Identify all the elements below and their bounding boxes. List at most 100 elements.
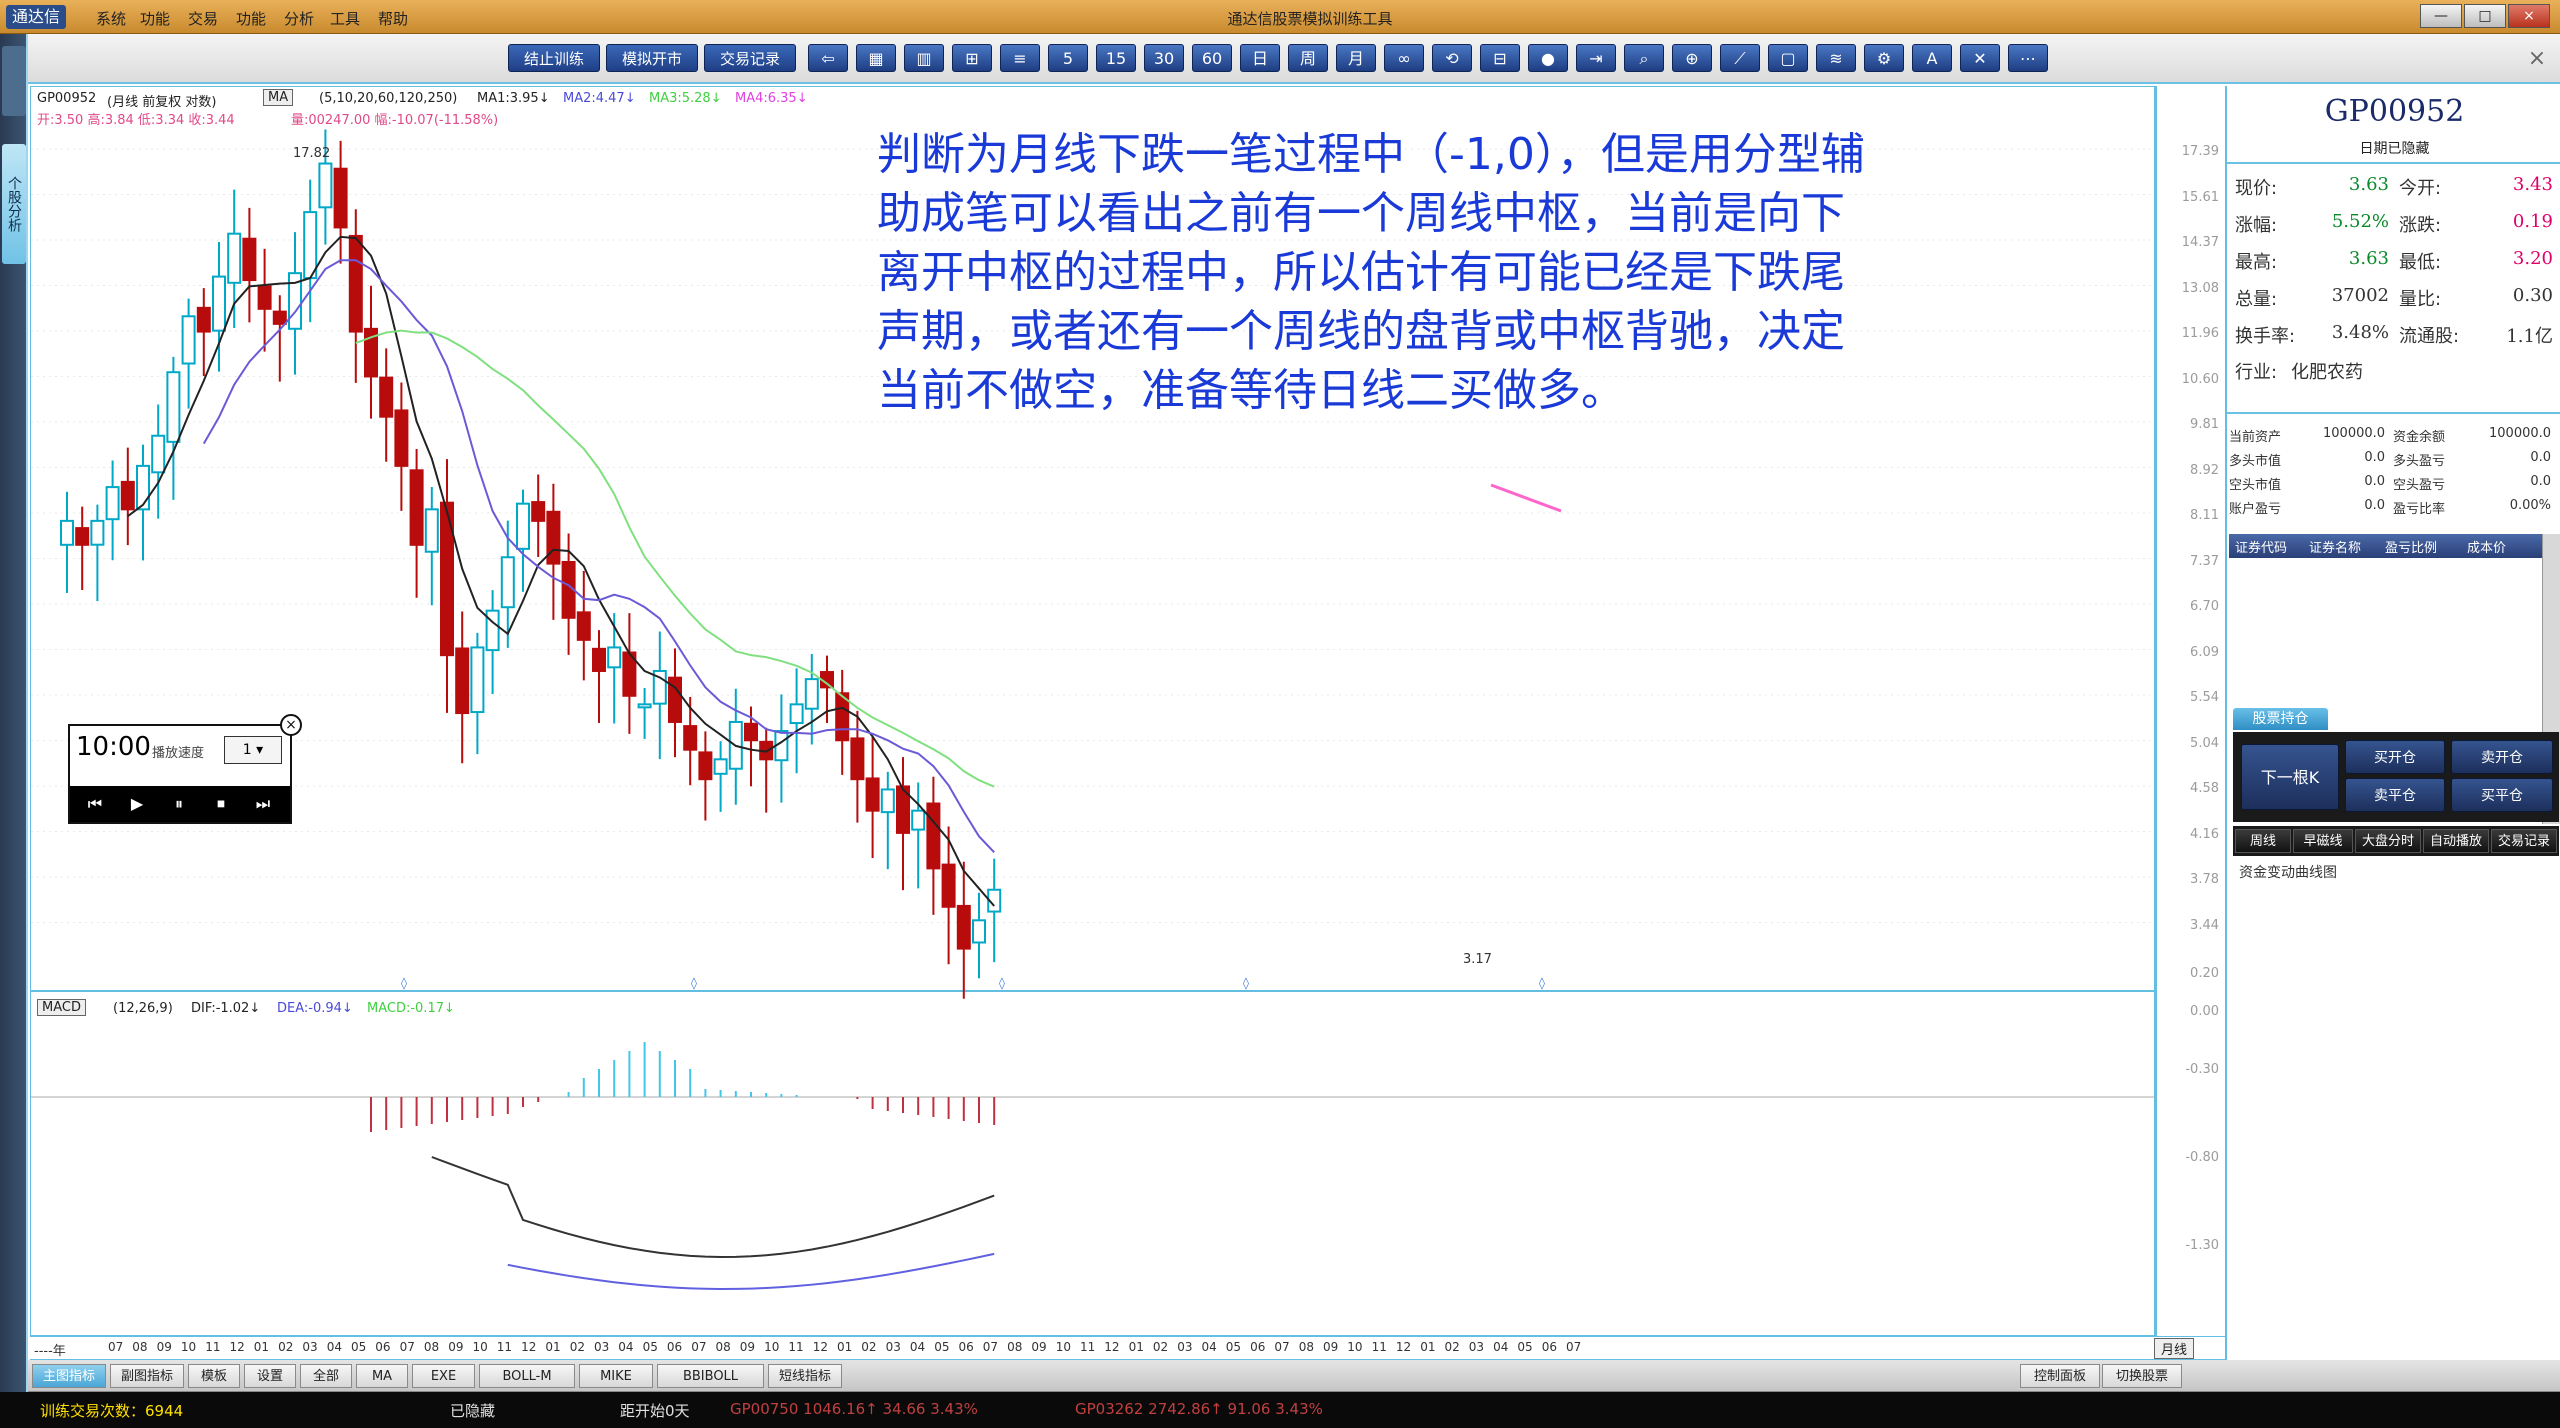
menu-analysis[interactable]: 分析 <box>284 10 315 28</box>
candle-body <box>242 237 257 282</box>
indicator-tab[interactable]: 设置 <box>244 1364 296 1388</box>
buy-close-button[interactable]: 买平仓 <box>2451 778 2553 812</box>
grid-icon[interactable]: ▦ <box>856 44 896 72</box>
next-bar-button[interactable]: 下一根K <box>2241 744 2339 810</box>
menu-system[interactable]: 系统 <box>96 10 127 28</box>
layout-icon[interactable]: ⊟ <box>1480 44 1520 72</box>
maximize-button[interactable]: □ <box>2464 4 2506 28</box>
period-5-icon[interactable]: 5 <box>1048 44 1088 72</box>
indicator-tab[interactable]: EXE <box>412 1364 475 1388</box>
tab-control-panel[interactable]: 控制面板 <box>2020 1364 2100 1388</box>
menu-trade[interactable]: 交易 <box>188 10 219 28</box>
menu-tools[interactable]: 工具 <box>330 10 361 28</box>
close-button[interactable]: × <box>2508 4 2550 28</box>
col-code[interactable]: 证券代码 <box>2235 541 2288 556</box>
tab-holdings[interactable]: 股票持仓 <box>2233 708 2328 730</box>
price-tick: 15.61 <box>2181 189 2219 205</box>
playback-close-icon[interactable]: × <box>280 714 302 736</box>
list-icon[interactable]: ≡ <box>1000 44 1040 72</box>
ma-indicator-select[interactable]: MA <box>263 89 294 106</box>
window-icon[interactable]: ▢ <box>1768 44 1808 72</box>
stop-training-button[interactable]: 结止训练 <box>508 44 600 72</box>
zoom-icon[interactable]: ⊕ <box>1672 44 1712 72</box>
kline-chart-panel[interactable]: GP00952 (月线 前复权 对数) MA (5,10,20,60,120,2… <box>30 86 2156 1337</box>
month-tick: 05 <box>934 1340 950 1354</box>
settings-icon[interactable]: ⚙ <box>1864 44 1904 72</box>
month-tick: 06 <box>375 1340 391 1354</box>
stack-icon[interactable]: ≋ <box>1816 44 1856 72</box>
period-60-icon[interactable]: 60 <box>1192 44 1232 72</box>
month-tick: 04 <box>326 1340 342 1354</box>
industry-label: 行业: <box>2235 362 2278 383</box>
tab-stock-analysis[interactable]: 个股分析 <box>2 144 26 264</box>
menu-function-2[interactable]: 功能 <box>236 10 267 28</box>
tab-weekly[interactable]: 周线 <box>2235 829 2291 853</box>
tab-autoplay[interactable]: 自动播放 <box>2423 829 2489 853</box>
day-icon[interactable]: 日 <box>1240 44 1280 72</box>
search-icon[interactable]: ⌕ <box>1624 44 1664 72</box>
draw-line-icon[interactable]: ⟋ <box>1720 44 1760 72</box>
period-30-icon[interactable]: 30 <box>1144 44 1184 72</box>
col-pnl-ratio[interactable]: 盈亏比例 <box>2385 541 2438 556</box>
more-icon[interactable]: ⋯ <box>2008 44 2048 72</box>
tab-early[interactable]: 早磁线 <box>2293 829 2353 853</box>
table-icon[interactable]: ⊞ <box>952 44 992 72</box>
pause-icon[interactable]: ⏸ <box>174 794 183 813</box>
menu-function[interactable]: 功能 <box>140 10 171 28</box>
indicator-tab[interactable]: MA <box>356 1364 408 1388</box>
record-icon[interactable]: ● <box>1528 44 1568 72</box>
indicator-tab[interactable]: 短线指标 <box>768 1364 842 1388</box>
minimize-button[interactable]: — <box>2420 4 2462 28</box>
refresh-icon[interactable]: ⟲ <box>1432 44 1472 72</box>
account-label: 多头盈亏 <box>2393 454 2446 469</box>
indicator-tab[interactable]: BOLL-M <box>479 1364 575 1388</box>
cross-icon[interactable]: ✕ <box>1960 44 2000 72</box>
toolbar-close-icon[interactable]: × <box>2527 46 2547 71</box>
month-icon[interactable]: 月 <box>1336 44 1376 72</box>
playback-speed-select[interactable]: 1 ▾ <box>224 736 282 764</box>
col-name[interactable]: 证券名称 <box>2309 541 2362 556</box>
week-icon[interactable]: 周 <box>1288 44 1328 72</box>
quote-value: 37002 <box>2331 285 2389 306</box>
skip-back-icon[interactable]: ⏮ <box>87 794 103 813</box>
sell-open-button[interactable]: 卖开仓 <box>2451 740 2553 774</box>
period-select[interactable]: 月线 <box>2154 1338 2195 1359</box>
indicator-tab[interactable]: BBIBOLL <box>657 1364 764 1388</box>
macd-indicator-select[interactable]: MACD <box>37 999 86 1016</box>
month-tick: 04 <box>618 1340 634 1354</box>
month-tick: 10 <box>1055 1340 1071 1354</box>
ma3-label: MA3:5.28↓ <box>649 91 722 106</box>
stop-icon[interactable]: ⏹ <box>216 794 225 813</box>
trade-records-button[interactable]: 交易记录 <box>704 44 796 72</box>
play-icon[interactable]: ▶ <box>130 794 144 813</box>
tab-index-intraday[interactable]: 大盘分时 <box>2355 829 2421 853</box>
tab-switch-stock[interactable]: 切换股票 <box>2102 1364 2182 1388</box>
sell-close-button[interactable]: 卖平仓 <box>2345 778 2445 812</box>
indicator-tab[interactable]: 主图指标 <box>32 1364 106 1388</box>
tab-trade-log[interactable]: 交易记录 <box>2491 829 2557 853</box>
text-icon[interactable]: A <box>1912 44 1952 72</box>
split-icon[interactable]: ▥ <box>904 44 944 72</box>
quote-row: 换手率: 3.48% 流通股: 1.1亿 <box>2233 318 2558 352</box>
skip-forward-icon[interactable]: ⏭ <box>255 794 271 813</box>
indicator-tab[interactable]: 全部 <box>300 1364 352 1388</box>
link-icon[interactable]: ∞ <box>1384 44 1424 72</box>
indicator-tab[interactable]: 副图指标 <box>110 1364 184 1388</box>
menu-help[interactable]: 帮助 <box>378 10 409 28</box>
indicator-tab[interactable]: 模板 <box>188 1364 240 1388</box>
indicator-tab[interactable]: MIKE <box>579 1364 653 1388</box>
macd-tick: -0.30 <box>2185 1062 2219 1077</box>
candle-body <box>470 646 485 714</box>
back-arrow-icon[interactable]: ⇦ <box>808 44 848 72</box>
simulate-open-button[interactable]: 模拟开市 <box>606 44 698 72</box>
account-value: 0.0 <box>2530 474 2551 489</box>
left-strip-handle[interactable] <box>2 46 26 116</box>
date-hidden-label: 日期已隐藏 <box>2359 141 2430 157</box>
kline-svg[interactable]: 17.82 3.17 ◊ ◊ ◊ ◊ ◊ <box>31 87 2156 1337</box>
buy-open-button[interactable]: 买开仓 <box>2345 740 2445 774</box>
col-cost[interactable]: 成本价 <box>2467 541 2507 556</box>
period-15-icon[interactable]: 15 <box>1096 44 1136 72</box>
account-value: 100000.0 <box>2489 426 2552 441</box>
jump-icon[interactable]: ⇥ <box>1576 44 1616 72</box>
